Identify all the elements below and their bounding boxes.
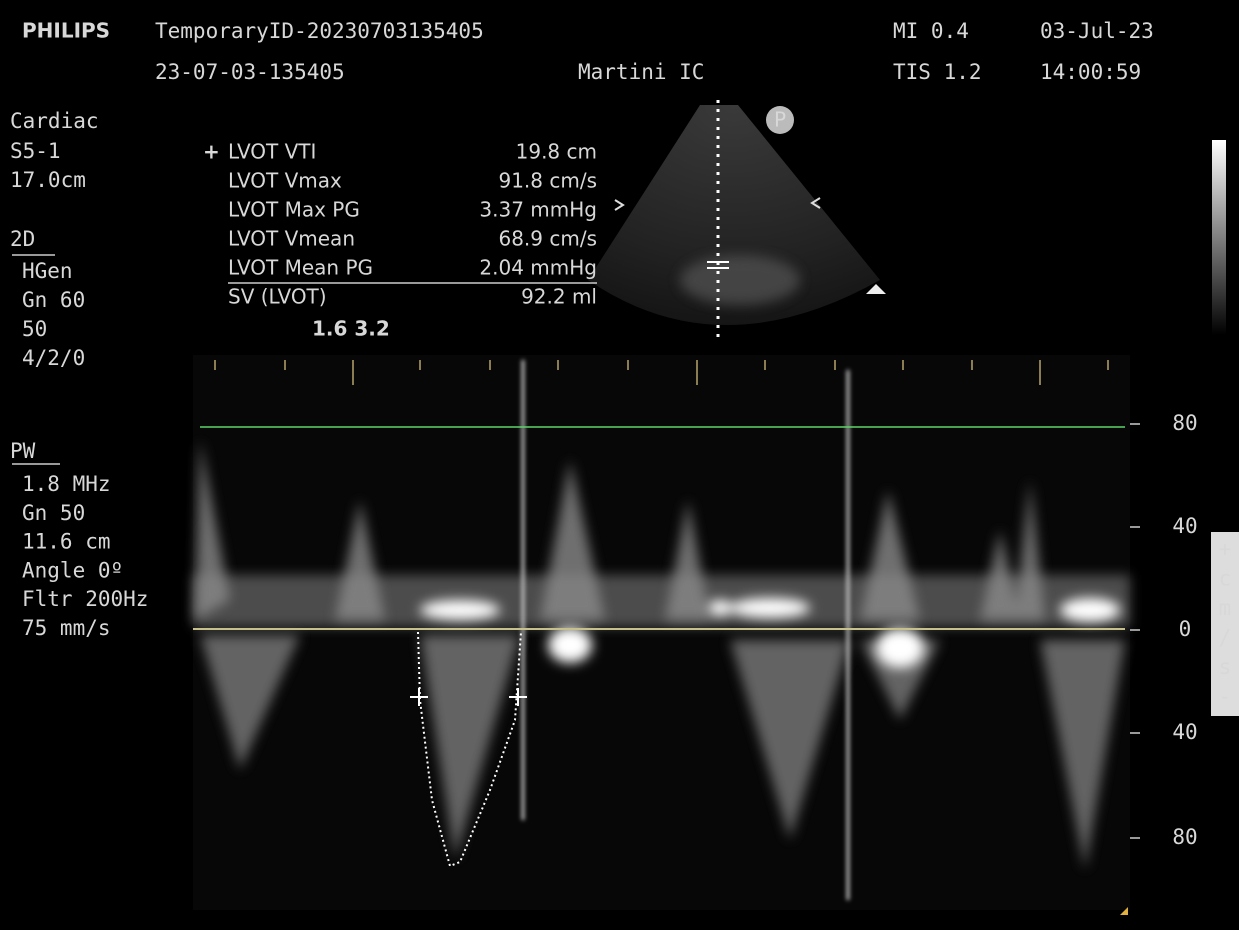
measure-label: SV (LVOT): [228, 285, 327, 309]
measure-value: 92.2 ml: [521, 285, 597, 309]
scale-note: 1.6 3.2: [312, 317, 390, 341]
doppler-spectrum: [193, 355, 1140, 915]
brand: PHILIPS: [22, 19, 110, 43]
measure-value: 3.37 mmHg: [479, 198, 597, 222]
mode: PW: [10, 439, 36, 463]
measure-label: LVOT Vmax: [228, 169, 342, 193]
setting: 75 mm/s: [22, 616, 111, 640]
measure-value: 2.04 mmHg: [479, 256, 597, 280]
velocity-label: 80: [1172, 825, 1197, 849]
unit-char: m: [1219, 596, 1232, 620]
setting: 4/2/0: [22, 346, 85, 370]
institution: Martini IC: [578, 60, 704, 84]
unit-char: +: [1219, 537, 1232, 561]
mi: MI 0.4: [893, 19, 969, 43]
unit-char: s: [1219, 655, 1232, 679]
depth: 17.0cm: [10, 168, 86, 192]
measure-value: 91.8 cm/s: [498, 169, 597, 193]
probe: S5-1: [10, 139, 61, 163]
measure-value: 19.8 cm: [516, 140, 597, 164]
measure-marker: +: [203, 140, 220, 164]
ultrasound-screen: PHILIPS TemporaryID-20230703135405 23-07-0…: [0, 0, 1239, 930]
setting: 50: [22, 317, 47, 341]
setting: Fltr 200Hz: [22, 587, 148, 611]
setting: Angle 0º: [22, 558, 123, 582]
setting: 11.6 cm: [22, 530, 111, 554]
measure-label: LVOT Vmean: [228, 227, 355, 251]
velocity-label: 40: [1172, 514, 1197, 538]
measure-label: LVOT Mean PG: [228, 256, 373, 280]
setting: 1.8 MHz: [22, 472, 111, 496]
unit-char: c: [1219, 567, 1232, 591]
patient-id: TemporaryID-20230703135405: [155, 19, 484, 43]
preset: Cardiac: [10, 109, 99, 133]
measure-label: LVOT VTI: [228, 140, 316, 164]
setting: HGen: [22, 259, 73, 283]
velocity-label: 40: [1172, 720, 1197, 744]
mode: 2D: [10, 227, 35, 251]
setting: Gn 60: [22, 288, 85, 312]
sector-image: [588, 100, 886, 340]
tis: TIS 1.2: [893, 60, 982, 84]
velocity-label: 0: [1179, 617, 1192, 641]
exam-id: 23-07-03-135405: [155, 60, 345, 84]
grayscale-bar: [1212, 140, 1226, 335]
sector-marker: P: [774, 108, 786, 132]
velocity-label: 80: [1172, 411, 1197, 435]
unit-char: -: [1219, 685, 1232, 709]
setting: Gn 50: [22, 501, 85, 525]
unit-char: /: [1219, 626, 1232, 650]
time: 14:00:59: [1040, 60, 1141, 84]
measure-label: LVOT Max PG: [228, 198, 360, 222]
date: 03-Jul-23: [1040, 19, 1154, 43]
measure-value: 68.9 cm/s: [498, 227, 597, 251]
